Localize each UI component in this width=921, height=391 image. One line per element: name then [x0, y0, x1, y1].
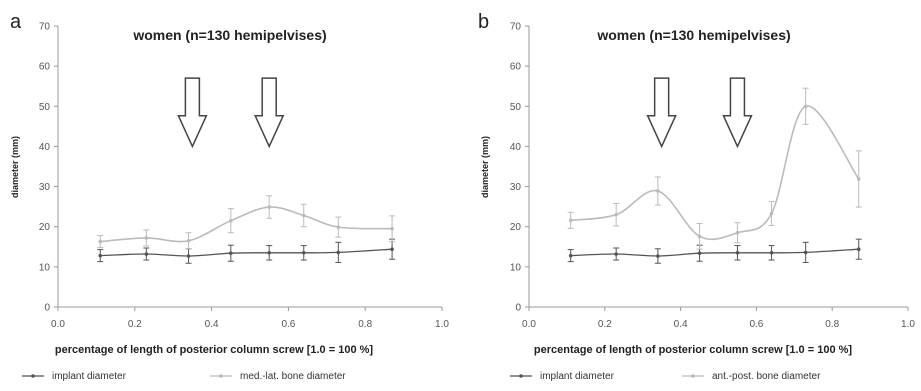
y-tick-label: 10	[39, 262, 51, 273]
data-point	[336, 225, 341, 229]
y-tick-label: 40	[39, 142, 51, 153]
data-point	[697, 251, 702, 256]
x-tick-label: 0.0	[51, 319, 65, 330]
x-axis-label: percentage of length of posterior column…	[534, 344, 852, 356]
legend-label: implant diameter	[540, 371, 615, 382]
y-tick-label: 50	[39, 102, 51, 113]
legend-marker	[519, 374, 523, 378]
y-tick-label: 30	[39, 182, 51, 193]
y-tick-label: 20	[39, 222, 51, 233]
x-tick-label: 0.8	[358, 319, 372, 330]
x-tick-label: 0.6	[749, 319, 763, 330]
data-point	[390, 247, 394, 251]
x-axis-label: percentage of length of posterior column…	[55, 344, 373, 356]
down-arrow-icon	[177, 77, 208, 149]
y-tick-label: 20	[510, 222, 522, 233]
x-tick-label: 0.0	[522, 319, 536, 330]
down-arrow-icon	[646, 77, 677, 149]
y-tick-label: 50	[510, 102, 522, 113]
data-point	[267, 205, 272, 209]
data-point	[144, 236, 149, 240]
data-point	[803, 250, 808, 255]
y-tick-label: 70	[510, 22, 522, 33]
panel-a: a women (n=130 hemipelvises) 0 10 20 30 40 50 60…	[10, 11, 449, 382]
x-tick-label: 0.4	[674, 319, 688, 330]
data-point	[229, 218, 233, 223]
y-tick-label: 40	[510, 142, 522, 153]
x-tick-label: 0.2	[128, 319, 142, 330]
data-point	[568, 253, 573, 258]
data-point	[614, 252, 618, 256]
panel-letter: b	[478, 11, 489, 33]
y-tick-label: 0	[44, 303, 50, 314]
data-point	[267, 251, 272, 255]
y-tick-label: 30	[510, 182, 522, 193]
legend-marker	[219, 374, 223, 378]
y-tick-label: 10	[510, 262, 522, 273]
data-point	[656, 254, 660, 258]
chart-title: women (n=130 hemipelvises)	[596, 27, 790, 43]
x-tick-label: 1.0	[435, 319, 449, 330]
y-tick-label: 60	[510, 62, 522, 73]
data-point	[803, 104, 808, 109]
data-point	[856, 177, 861, 181]
y-tick-label: 0	[515, 303, 521, 314]
legend-label: ant.-post. bone diameter	[712, 371, 821, 382]
legend-label: implant diameter	[52, 371, 127, 382]
data-point	[144, 252, 149, 256]
data-point	[614, 212, 618, 217]
data-point	[568, 218, 573, 223]
data-point	[301, 251, 306, 255]
series-line-0	[100, 248, 393, 257]
data-point	[769, 211, 774, 216]
data-point	[301, 213, 306, 218]
data-point	[98, 253, 103, 258]
legend-label: med.-lat. bone diameter	[240, 371, 346, 382]
data-point	[229, 251, 233, 256]
data-point	[186, 254, 191, 258]
data-point	[735, 251, 740, 255]
legend-marker	[691, 374, 695, 378]
chart-title: women (n=130 hemipelvises)	[132, 27, 326, 43]
data-point	[98, 239, 103, 244]
y-tick-label: 60	[39, 62, 51, 73]
data-point	[697, 234, 702, 239]
y-axis-label: diameter (mm)	[480, 136, 490, 198]
x-tick-label: 0.4	[205, 319, 219, 330]
series-line-1	[570, 105, 860, 241]
y-axis-label: diameter (mm)	[10, 136, 20, 198]
data-point	[735, 230, 740, 235]
data-point	[656, 189, 660, 193]
data-point	[856, 247, 861, 251]
data-point	[769, 251, 774, 255]
x-tick-label: 0.8	[825, 319, 839, 330]
legend-marker	[31, 374, 35, 378]
series-line-0	[570, 248, 859, 257]
series-line-1	[100, 206, 393, 243]
data-point	[186, 238, 191, 243]
data-point	[390, 226, 394, 231]
y-tick-label: 70	[39, 22, 51, 33]
data-point	[336, 250, 341, 255]
x-tick-label: 1.0	[901, 319, 915, 330]
x-tick-label: 0.6	[281, 319, 295, 330]
panel-b: b women (n=130 hemipelvises) 0 10 20 30 40 50 60…	[478, 11, 915, 382]
panel-letter: a	[10, 11, 22, 33]
down-arrow-icon	[722, 77, 753, 149]
down-arrow-icon	[254, 77, 285, 149]
x-tick-label: 0.2	[598, 319, 612, 330]
